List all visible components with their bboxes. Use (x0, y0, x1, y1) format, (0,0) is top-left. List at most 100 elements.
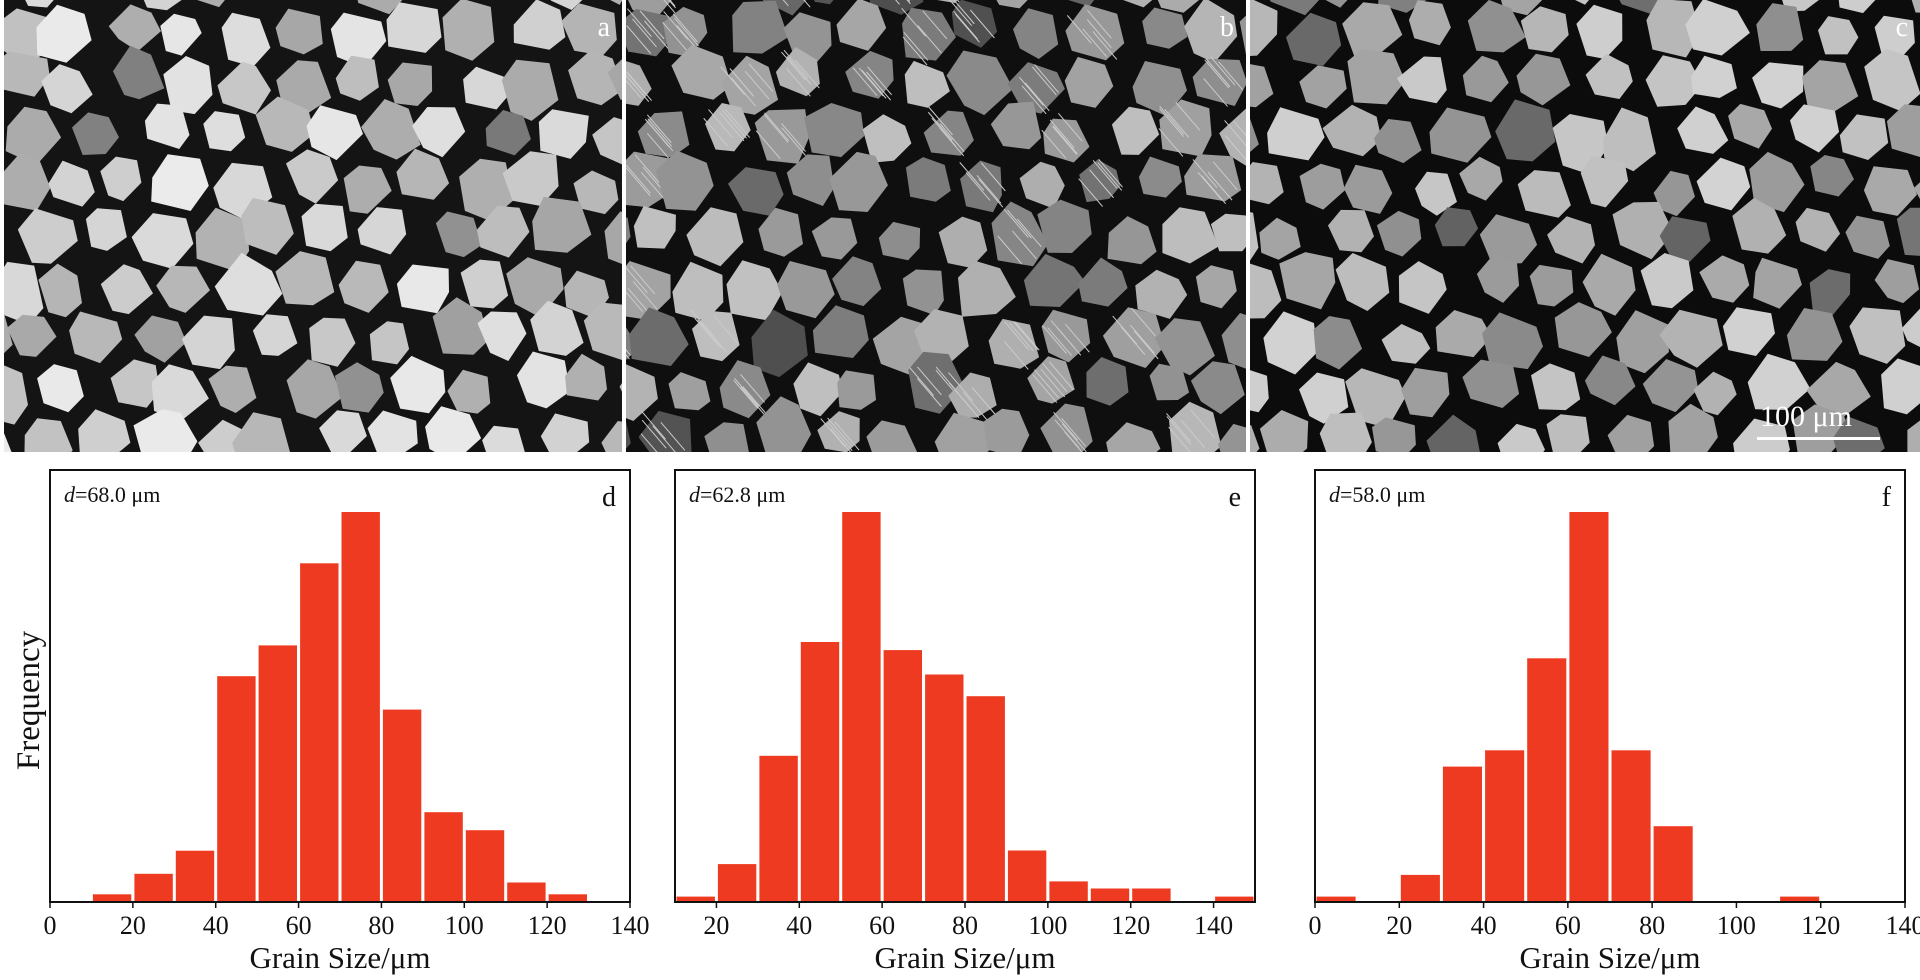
grain (108, 4, 161, 52)
twin-line (708, 109, 733, 138)
twin-line (1131, 307, 1156, 337)
twin-line (867, 66, 892, 96)
twin-line (1014, 321, 1040, 351)
grain (1576, 4, 1623, 59)
x-tick-label: 80 (952, 911, 978, 940)
twin-line (827, 417, 852, 447)
x-tick-label: 60 (1555, 911, 1581, 940)
twin-line (1007, 209, 1032, 239)
histogram-bar (1527, 658, 1567, 903)
twin-line (1003, 341, 1029, 370)
grain (1138, 156, 1182, 198)
twin-line (783, 49, 809, 79)
panel-letter: e (1229, 482, 1241, 513)
grain (1696, 157, 1751, 211)
grain (4, 51, 50, 97)
twin-line (803, 0, 811, 8)
grain (811, 217, 858, 260)
twin-line (962, 391, 988, 421)
grain (1459, 156, 1503, 201)
panel-label-a: a (597, 12, 610, 43)
twin-line (641, 410, 666, 440)
grain (1896, 207, 1920, 256)
grain (946, 50, 1014, 116)
grain (25, 0, 54, 8)
twin-line (639, 10, 665, 40)
grain (793, 362, 843, 417)
grain (902, 7, 956, 61)
grain (133, 409, 198, 452)
twin-line (648, 122, 674, 152)
twin-line (1034, 64, 1059, 93)
grain (1190, 361, 1245, 415)
grain (1239, 15, 1246, 55)
twin-line (834, 421, 860, 451)
twin-line (689, 308, 715, 338)
twin-line (1207, 171, 1233, 201)
grain (1642, 359, 1699, 413)
twin-line (1203, 78, 1228, 107)
grain (1267, 107, 1325, 161)
plot-frame (49, 469, 631, 903)
grain (777, 261, 835, 319)
twin-line (1218, 61, 1244, 91)
grain (934, 412, 995, 452)
twin-line (626, 164, 651, 194)
grain (1806, 361, 1871, 419)
grain (561, 3, 617, 56)
histogram-bar (759, 755, 798, 903)
twin-line (1008, 322, 1034, 352)
twin-line (852, 67, 878, 97)
twin-line (1089, 169, 1114, 199)
grain (463, 66, 512, 110)
grain (626, 364, 658, 421)
grain (476, 205, 530, 258)
grain (1434, 207, 1479, 247)
twin-line (1190, 409, 1216, 439)
histogram-bar (1400, 874, 1440, 902)
histogram-bar (548, 894, 587, 902)
grain (1374, 119, 1422, 164)
annotation-value: =68.0 μm (75, 482, 160, 507)
grain (1809, 269, 1851, 318)
grain (862, 114, 912, 163)
grain (1250, 212, 1259, 261)
grain (221, 12, 271, 67)
twin-line (1054, 419, 1080, 449)
grain (1398, 261, 1447, 314)
twin-line (1049, 119, 1075, 149)
x-tick-label: 140 (1194, 911, 1233, 940)
grain (1659, 309, 1723, 368)
grain (1192, 58, 1246, 106)
grain (1849, 307, 1906, 364)
twin-line (1034, 369, 1059, 399)
x-tick-label: 100 (445, 911, 484, 940)
grain (1342, 2, 1403, 58)
twin-line (1166, 413, 1191, 442)
grain (1429, 107, 1492, 163)
grain (619, 383, 622, 392)
grain (1901, 308, 1920, 348)
grain (1482, 312, 1543, 370)
twin-line (927, 111, 953, 141)
grain (335, 55, 379, 101)
twin-line (781, 127, 806, 156)
grain (604, 211, 622, 265)
twin-line (1133, 330, 1159, 360)
grain (1027, 356, 1075, 404)
twin-line (632, 18, 657, 48)
grain (814, 0, 834, 5)
grain (573, 170, 619, 215)
twin-line (742, 386, 768, 415)
twin-line (1004, 321, 1029, 350)
grain (817, 411, 860, 452)
grain (6, 314, 57, 357)
histogram-bar (258, 645, 297, 902)
twin-line (733, 377, 759, 407)
twin-line (928, 106, 953, 136)
grain (1845, 215, 1890, 259)
grain (1659, 216, 1711, 264)
grain (565, 353, 607, 401)
twin-line (652, 425, 676, 452)
grain (1426, 414, 1480, 452)
